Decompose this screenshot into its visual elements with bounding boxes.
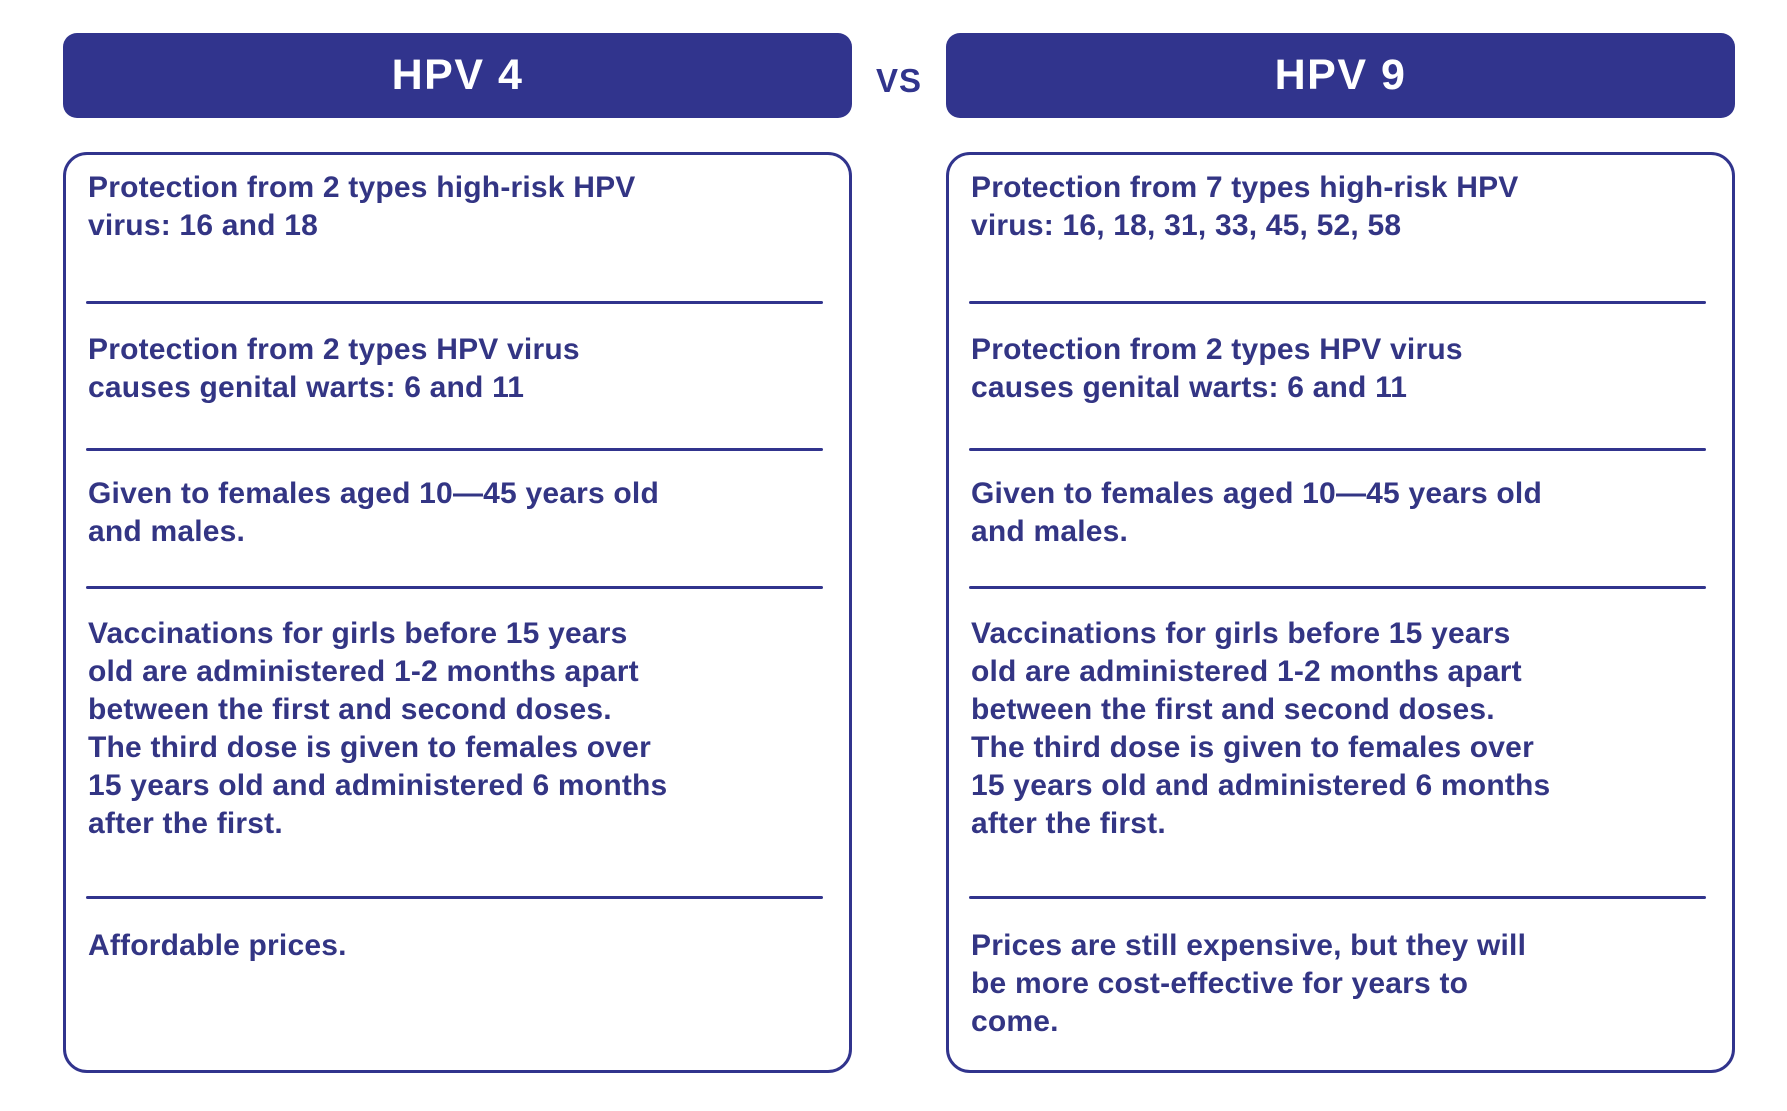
hpv9-row-protection-warts: Protection from 2 types HPV virus causes… <box>949 304 1732 448</box>
row-divider <box>969 586 1706 589</box>
hpv9-row-protection-high-risk: Protection from 7 types high-risk HPV vi… <box>949 155 1732 301</box>
hpv4-row-age-group-text: Given to females aged 10—45 years old an… <box>88 477 659 548</box>
hpv4-row-protection-warts-text: Protection from 2 types HPV virus causes… <box>88 333 580 404</box>
vs-label: VS <box>875 61 923 99</box>
row-divider <box>969 896 1706 899</box>
hpv9-card: Protection from 7 types high-risk HPV vi… <box>946 152 1735 1073</box>
hpv9-row-protection-warts-text: Protection from 2 types HPV virus causes… <box>971 333 1463 404</box>
row-divider <box>86 448 823 451</box>
hpv4-row-protection-high-risk-text: Protection from 2 types high-risk HPV vi… <box>88 171 636 242</box>
hpv4-row-protection-warts: Protection from 2 types HPV virus causes… <box>66 304 849 448</box>
hpv4-row-protection-high-risk: Protection from 2 types high-risk HPV vi… <box>66 155 849 301</box>
hpv4-row-price-text: Affordable prices. <box>88 929 347 962</box>
hpv9-row-vaccination-schedule: Vaccinations for girls before 15 years o… <box>949 589 1732 896</box>
hpv4-row-price: Affordable prices. <box>66 899 849 1070</box>
hpv4-row-vaccination-schedule: Vaccinations for girls before 15 years o… <box>66 589 849 896</box>
row-divider <box>969 301 1706 304</box>
hpv9-row-age-group-text: Given to females aged 10—45 years old an… <box>971 477 1542 548</box>
hpv4-card: Protection from 2 types high-risk HPV vi… <box>63 152 852 1073</box>
row-divider <box>86 586 823 589</box>
row-divider <box>969 448 1706 451</box>
hpv9-row-age-group: Given to females aged 10—45 years old an… <box>949 451 1732 586</box>
hpv4-row-vaccination-schedule-text: Vaccinations for girls before 15 years o… <box>88 617 668 840</box>
hpv4-row-age-group: Given to females aged 10—45 years old an… <box>66 451 849 586</box>
hpv9-row-protection-high-risk-text: Protection from 7 types high-risk HPV vi… <box>971 171 1519 242</box>
row-divider <box>86 301 823 304</box>
column-header-hpv4: HPV 4 <box>63 33 852 118</box>
row-divider <box>86 896 823 899</box>
hpv9-row-price-text: Prices are still expensive, but they wil… <box>971 929 1527 1038</box>
hpv9-row-vaccination-schedule-text: Vaccinations for girls before 15 years o… <box>971 617 1551 840</box>
column-header-hpv9: HPV 9 <box>946 33 1735 118</box>
hpv9-row-price: Prices are still expensive, but they wil… <box>949 899 1732 1070</box>
